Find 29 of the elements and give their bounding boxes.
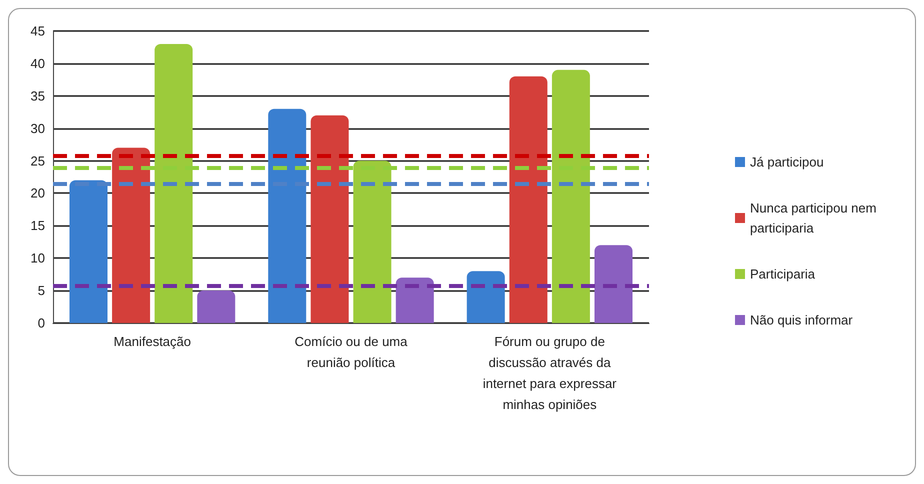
legend-label: Nunca participou nem participaria: [750, 200, 880, 236]
bar: [353, 160, 392, 323]
y-tick-label: 35: [30, 88, 45, 104]
bar: [112, 148, 150, 323]
y-tick-label: 40: [30, 56, 45, 71]
y-tick-label: 25: [30, 153, 45, 168]
legend-label: Participaria: [750, 266, 816, 282]
legend-label: Já participou: [750, 154, 824, 170]
bar: [154, 44, 193, 323]
bar: [268, 108, 306, 323]
bar: [466, 271, 505, 323]
y-tick-label: 30: [30, 120, 45, 136]
bar: [594, 245, 633, 323]
legend-label: Não quis informar: [750, 312, 854, 328]
bar: [552, 70, 590, 323]
y-tick-label: 0: [38, 316, 45, 330]
y-tick-label: 20: [30, 186, 45, 201]
bar: [310, 115, 349, 323]
x-tick-label: Fórum ou grupo de discussão através da internet para expressar minhas opiniões: [482, 334, 618, 412]
y-tick-label: 5: [38, 283, 45, 298]
x-tick-label: Manifestação: [114, 334, 191, 349]
bar: [69, 180, 108, 323]
x-tick-label: Comício ou de uma reunião política: [294, 334, 408, 370]
y-tick-label: 10: [30, 250, 45, 266]
bar: [509, 76, 548, 323]
y-tick-label: 15: [30, 218, 45, 234]
bar: [197, 290, 236, 323]
bar: [396, 278, 434, 323]
y-tick-label: 45: [30, 24, 45, 38]
